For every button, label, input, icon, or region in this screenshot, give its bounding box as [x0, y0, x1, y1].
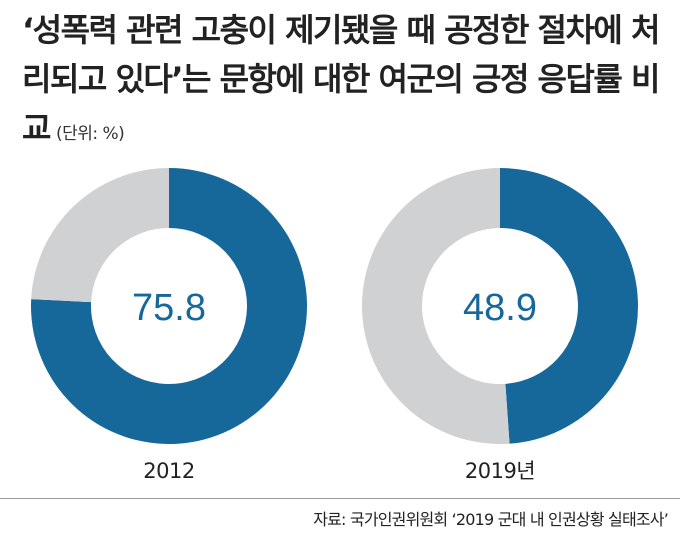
source-note: 자료: 국가인권위원회 ‘2019 군대 내 인권상황 실태조사’: [313, 510, 669, 529]
source-divider: [0, 498, 680, 499]
donut-charts: 75.8 2012 48.9 2019년: [0, 160, 680, 500]
donut-chart-svg: 75.8 2012 48.9 2019년: [31, 168, 639, 483]
chart-title: ‘성폭력 관련 고충이 제기됐을 때 공정한 절차에 처리되고 있다’는 문항에…: [22, 6, 662, 159]
unit-label: (단위: %): [55, 124, 125, 144]
donut-center-value: 75.8: [132, 287, 206, 329]
donut-slice-remainder: [362, 168, 510, 444]
donut-year-label: 2012: [143, 459, 194, 483]
donut-chart-2: 48.9 2019년: [362, 168, 639, 483]
donut-center-value: 48.9: [463, 287, 537, 329]
donut-slice-positive: [31, 168, 307, 444]
donut-slice-positive: [500, 168, 639, 444]
donut-year-label: 2019년: [465, 459, 535, 483]
donut-chart-1: 75.8 2012: [31, 168, 307, 483]
title-text: ‘성폭력 관련 고충이 제기됐을 때 공정한 절차에 처리되고 있다’는 문항에…: [22, 11, 660, 147]
donut-slice-remainder: [31, 168, 169, 303]
